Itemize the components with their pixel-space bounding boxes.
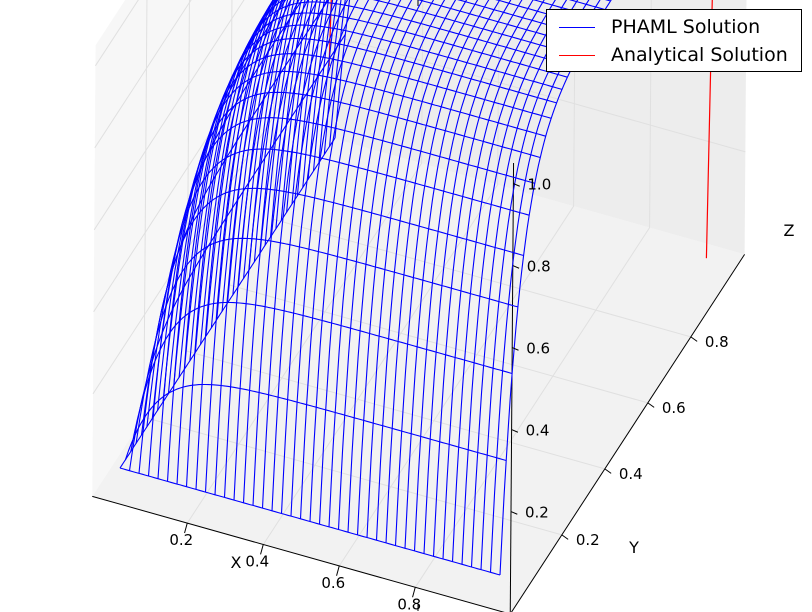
- analytical-spike-left: [328, 0, 332, 66]
- phaml-wire-y: [140, 187, 524, 436]
- analytical-spike-right: [705, 0, 713, 259]
- phaml-wire-y: [162, 70, 546, 403]
- phaml-wire-x: [413, 0, 512, 551]
- y-axis-line: [510, 254, 746, 612]
- gridline-z: [93, 0, 245, 231]
- legend-entry-analytical: Analytical Solution: [559, 43, 788, 67]
- phaml-wire-x: [451, 0, 556, 562]
- phaml-wire-x: [442, 0, 545, 560]
- y-tick-label: 0.4: [619, 465, 643, 483]
- x-tick-label: 0.4: [245, 553, 269, 571]
- phaml-wire-x: [489, 0, 601, 573]
- phaml-wire-x: [385, 0, 479, 543]
- gridline-x: [338, 0, 576, 567]
- phaml-wire-x: [470, 0, 579, 568]
- gridline-y: [186, 0, 606, 470]
- phaml-wire-x: [347, 0, 435, 533]
- gridline-z: [94, 0, 192, 149]
- y-tick-mark: [690, 336, 698, 342]
- gridline-x: [262, 0, 500, 545]
- phaml-wire-x: [290, 0, 370, 517]
- phaml-wire-x: [404, 0, 501, 549]
- y-tick-mark: [647, 402, 655, 408]
- z-axis-line: [509, 163, 515, 612]
- z-tick-label: 0.6: [526, 340, 550, 358]
- phaml-wire-x: [185, 0, 275, 487]
- legend-label-analytical: Analytical Solution: [611, 44, 788, 66]
- phaml-wire-y: [210, 0, 595, 328]
- phaml-wire-x: [214, 0, 292, 495]
- phaml-wire-x: [176, 0, 274, 485]
- phaml-wire-y: [146, 148, 530, 427]
- axes-lines: [92, 163, 746, 612]
- phaml-wire-x: [309, 0, 391, 522]
- z-tick-label: 0.8: [527, 258, 551, 276]
- phaml-wire-x: [337, 0, 424, 530]
- phaml-wire-y: [119, 467, 501, 576]
- phaml-wire-y: [130, 301, 513, 452]
- phaml-wire-y: [167, 53, 552, 394]
- analytical-solution-wireframe: [328, 0, 713, 259]
- phaml-wire-y: [216, 0, 600, 320]
- y-tick-label: 0.2: [576, 531, 600, 549]
- z-tick-label: 1.0: [527, 176, 551, 194]
- x-tick-label: 0.8: [397, 595, 421, 612]
- y-tick-label: 0.8: [705, 333, 729, 351]
- z-tick-mark: [512, 347, 519, 351]
- x-tick-mark: [260, 544, 264, 555]
- phaml-wire-x: [261, 0, 338, 509]
- phaml-wire-x: [461, 0, 568, 565]
- legend-line-blue-icon: [559, 26, 595, 28]
- legend-label-phaml: PHAML Solution: [611, 16, 761, 38]
- x-axis-line: [92, 495, 505, 612]
- phaml-wire-x: [318, 0, 402, 525]
- z-tick-label: 0.2: [525, 504, 549, 522]
- phaml-wire-x: [166, 0, 278, 482]
- z-tick-mark: [512, 265, 520, 269]
- axis-ticks: 0.2 0.2 0.4 0.4 0.6 0.6 0.8 0.8 0.2 0.4 0.6 0.8 1.0: [169, 176, 728, 612]
- phaml-wire-x: [328, 0, 413, 527]
- phaml-wire-x: [366, 0, 457, 538]
- y-axis-label: Y: [628, 538, 639, 557]
- x-axis-label: X: [231, 553, 242, 572]
- x-tick-mark: [336, 565, 340, 576]
- phaml-wire-x: [423, 0, 523, 554]
- x-tick-label: 0.2: [169, 531, 193, 549]
- x-tick-label: 0.6: [321, 574, 345, 592]
- phaml-solution-wireframe: [119, 0, 612, 576]
- z-tick-mark: [511, 429, 519, 433]
- phaml-wire-x: [432, 0, 534, 557]
- z-tick-mark: [510, 511, 518, 515]
- gridline-x: [414, 0, 652, 588]
- phaml-wire-x: [480, 0, 590, 570]
- phaml-wire-x: [356, 0, 446, 535]
- y-tick-mark: [604, 468, 612, 474]
- x-tick-mark: [412, 587, 416, 598]
- y-tick-mark: [561, 534, 569, 540]
- phaml-wire-x: [223, 0, 300, 498]
- z-tick-mark: [513, 183, 520, 187]
- phaml-wire-x: [299, 0, 380, 519]
- z-axis-label: Z: [784, 221, 795, 240]
- phaml-wire-x: [204, 0, 285, 493]
- phaml-wire-x: [394, 0, 490, 546]
- phaml-wire-x: [252, 0, 328, 506]
- z-tick-label: 0.4: [526, 422, 550, 440]
- x-tick-mark: [184, 522, 188, 534]
- phaml-wire-x: [375, 0, 468, 541]
- legend-line-red-icon: [559, 54, 595, 56]
- phaml-wire-y: [124, 383, 507, 462]
- gridline-x: [186, 0, 424, 524]
- legend: PHAML Solution Analytical Solution: [546, 9, 802, 72]
- legend-entry-phaml: PHAML Solution: [559, 15, 760, 39]
- y-tick-label: 0.6: [662, 399, 686, 417]
- gridline-y: [229, 0, 649, 404]
- phaml-wire-x: [242, 0, 318, 503]
